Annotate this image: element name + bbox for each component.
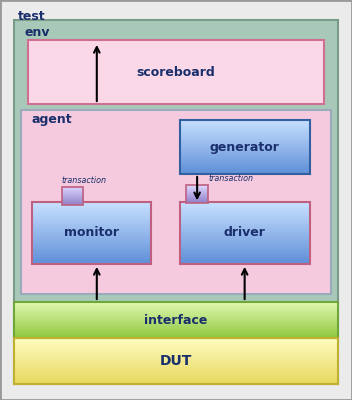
Text: interface: interface (144, 314, 208, 326)
Text: transaction: transaction (209, 174, 254, 183)
Bar (14, 338, 338, 384)
Bar (180, 120, 310, 174)
Bar (186, 185, 208, 203)
Bar (180, 202, 310, 264)
Text: env: env (25, 26, 50, 39)
Text: DUT: DUT (160, 354, 192, 368)
Text: driver: driver (224, 226, 265, 240)
Bar (14, 302, 338, 338)
Bar (21, 110, 331, 294)
Text: test: test (18, 10, 45, 23)
Text: transaction: transaction (62, 176, 107, 185)
Text: monitor: monitor (64, 226, 119, 240)
Text: agent: agent (32, 113, 72, 126)
Bar (32, 202, 151, 264)
Text: scoreboard: scoreboard (137, 66, 215, 78)
Bar (28, 40, 324, 104)
Text: generator: generator (210, 140, 279, 154)
Bar (62, 187, 83, 205)
